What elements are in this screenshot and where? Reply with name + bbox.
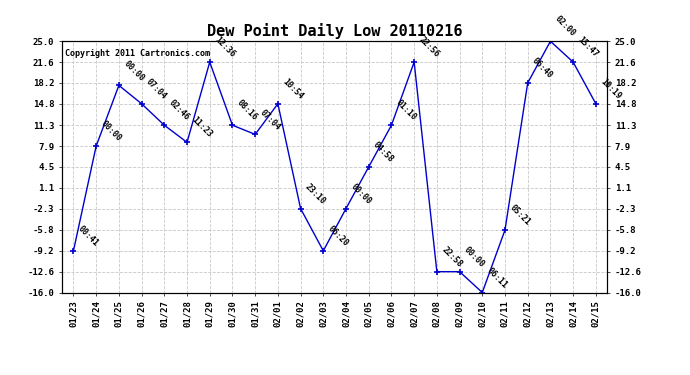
Text: 06:40: 06:40 xyxy=(531,56,555,80)
Text: 00:00: 00:00 xyxy=(99,119,123,143)
Text: 00:00: 00:00 xyxy=(121,58,146,82)
Text: 02:46: 02:46 xyxy=(167,98,191,122)
Text: 10:54: 10:54 xyxy=(281,77,305,101)
Title: Dew Point Daily Low 20110216: Dew Point Daily Low 20110216 xyxy=(207,23,462,39)
Text: 08:16: 08:16 xyxy=(235,98,259,122)
Text: 06:11: 06:11 xyxy=(485,266,509,290)
Text: 06:20: 06:20 xyxy=(326,224,350,248)
Text: Copyright 2011 Cartronics.com: Copyright 2011 Cartronics.com xyxy=(65,49,210,58)
Text: 00:00: 00:00 xyxy=(348,182,373,206)
Text: 23:10: 23:10 xyxy=(304,182,327,206)
Text: 10:19: 10:19 xyxy=(599,77,622,101)
Text: 00:41: 00:41 xyxy=(76,224,100,248)
Text: 05:21: 05:21 xyxy=(508,203,532,227)
Text: 22:58: 22:58 xyxy=(440,245,464,269)
Text: 12:36: 12:36 xyxy=(213,35,237,59)
Text: 00:00: 00:00 xyxy=(462,245,486,269)
Text: 22:56: 22:56 xyxy=(417,35,441,59)
Text: 07:04: 07:04 xyxy=(258,108,282,132)
Text: 02:00: 02:00 xyxy=(553,14,578,39)
Text: 11:23: 11:23 xyxy=(190,116,214,140)
Text: 07:04: 07:04 xyxy=(144,77,168,101)
Text: 15:47: 15:47 xyxy=(576,35,600,59)
Text: 04:58: 04:58 xyxy=(371,140,395,164)
Text: 01:10: 01:10 xyxy=(394,98,418,122)
